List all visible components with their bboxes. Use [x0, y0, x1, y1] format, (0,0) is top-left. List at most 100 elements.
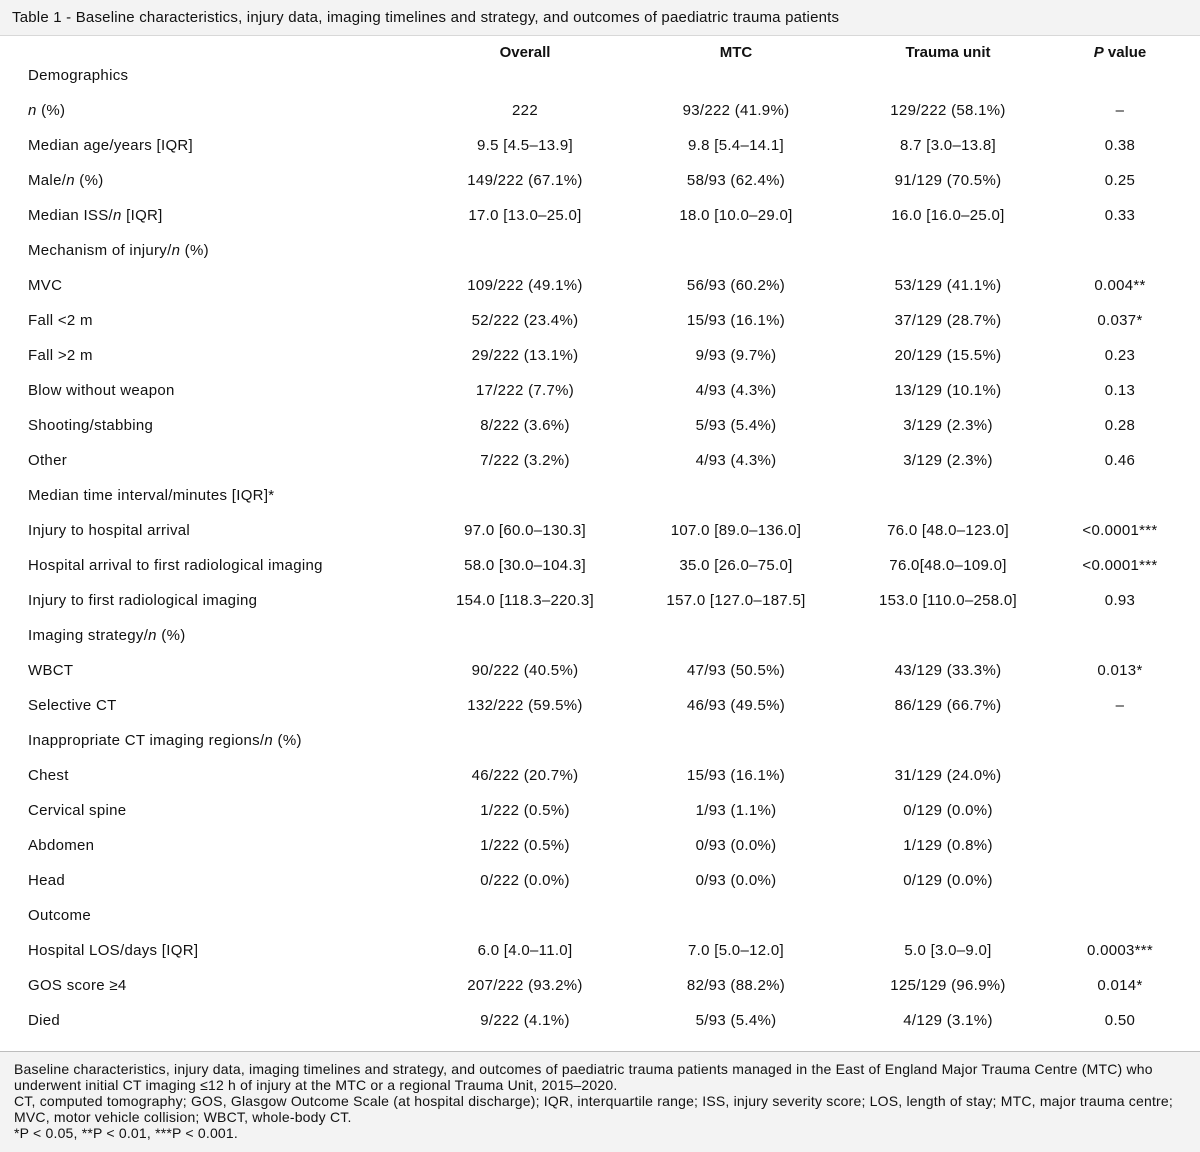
overall-cell: 9/222 (4.1%) — [480, 1012, 570, 1029]
table-row: Other 7/222 (3.2%) 4/93 (4.3%) 3/129 (2.3%)… — [0, 446, 1200, 481]
section-label: Outcome — [28, 907, 91, 924]
trauma-unit-cell: 91/129 (70.5%) — [894, 172, 1002, 189]
p-value-cell: 0.037* — [1097, 312, 1143, 329]
trauma-unit-cell: 37/129 (28.7%) — [894, 312, 1002, 329]
row-label: Fall >2 m — [28, 347, 93, 364]
section-row: Median time interval/minutes [IQR]* — [0, 481, 1200, 516]
p-value-cell: 0.13 — [1104, 382, 1136, 399]
section-label: Demographics — [28, 67, 129, 84]
mtc-cell: 18.0 [10.0–29.0] — [679, 207, 793, 224]
p-value-cell: 0.0003*** — [1086, 942, 1154, 959]
overall-cell: 109/222 (49.1%) — [467, 277, 583, 294]
trauma-unit-cell: 4/129 (3.1%) — [903, 1012, 993, 1029]
table-row: Cervical spine 1/222 (0.5%) 1/93 (1.1%) 0/1… — [0, 796, 1200, 831]
row-label: Blow without weapon — [28, 382, 175, 399]
mtc-cell: 0/93 (0.0%) — [695, 872, 777, 889]
row-label: MVC — [28, 277, 63, 294]
p-value-cell: <0.0001*** — [1082, 557, 1158, 574]
trauma-unit-cell: 20/129 (15.5%) — [894, 347, 1002, 364]
mtc-cell: 47/93 (50.5%) — [686, 662, 786, 679]
table-row: Injury to hospital arrival 97.0 [60.0–130… — [0, 516, 1200, 551]
mtc-cell: 7.0 [5.0–12.0] — [688, 942, 784, 959]
table-row: Injury to first radiological imaging 154.… — [0, 586, 1200, 621]
p-value-cell: 0.25 — [1104, 172, 1136, 189]
table-row: Blow without weapon 17/222 (7.7%) 4/93 (4.… — [0, 376, 1200, 411]
row-label: n (%) — [28, 102, 66, 119]
overall-cell: 7/222 (3.2%) — [480, 452, 570, 469]
overall-cell: 17/222 (7.7%) — [475, 382, 575, 399]
trauma-unit-cell: 13/129 (10.1%) — [894, 382, 1002, 399]
mtc-cell: 157.0 [127.0–187.5] — [666, 592, 806, 609]
mtc-cell: 58/93 (62.4%) — [686, 172, 786, 189]
p-value-cell: 0.004** — [1094, 277, 1146, 294]
p-value-cell: 0.38 — [1104, 137, 1136, 154]
mtc-cell: 15/93 (16.1%) — [686, 767, 786, 784]
table-row: Selective CT 132/222 (59.5%) 46/93 (49.5%)… — [0, 691, 1200, 726]
header-trauma-unit: Trauma unit — [905, 44, 991, 61]
trauma-unit-cell: 53/129 (41.1%) — [894, 277, 1002, 294]
mtc-cell: 4/93 (4.3%) — [695, 452, 777, 469]
mtc-cell: 1/93 (1.1%) — [695, 802, 777, 819]
table-row: Chest 46/222 (20.7%) 15/93 (16.1%) 31/129 (… — [0, 761, 1200, 796]
row-label: Shooting/stabbing — [28, 417, 154, 434]
overall-cell: 97.0 [60.0–130.3] — [464, 522, 586, 539]
p-value-cell: 0.46 — [1104, 452, 1136, 469]
section-label: Mechanism of injury/n (%) — [28, 242, 209, 259]
overall-cell: 90/222 (40.5%) — [471, 662, 579, 679]
row-label: Other — [28, 452, 68, 469]
section-row: Imaging strategy/n (%) — [0, 621, 1200, 656]
overall-cell: 1/222 (0.5%) — [480, 837, 570, 854]
section-row: Demographics — [0, 61, 1200, 96]
row-label: Male/n (%) — [28, 172, 104, 189]
trauma-unit-cell: 1/129 (0.8%) — [903, 837, 993, 854]
section-row: Mechanism of injury/n (%) — [0, 236, 1200, 271]
section-row: Outcome — [0, 901, 1200, 936]
overall-cell: 6.0 [4.0–11.0] — [477, 942, 573, 959]
overall-cell: 1/222 (0.5%) — [480, 802, 570, 819]
header-overall: Overall — [499, 44, 551, 61]
trauma-unit-cell: 86/129 (66.7%) — [894, 697, 1002, 714]
mtc-cell: 5/93 (5.4%) — [695, 417, 777, 434]
p-value-cell: 0.93 — [1104, 592, 1136, 609]
row-label: Cervical spine — [28, 802, 127, 819]
table-row: Hospital arrival to first radiological i… — [0, 551, 1200, 586]
trauma-unit-cell: 31/129 (24.0%) — [894, 767, 1002, 784]
mtc-cell: 35.0 [26.0–75.0] — [679, 557, 793, 574]
overall-cell: 222 — [512, 102, 538, 119]
p-value-cell: 0.013* — [1097, 662, 1143, 679]
trauma-unit-cell: 5.0 [3.0–9.0] — [904, 942, 992, 959]
table-row: WBCT 90/222 (40.5%) 47/93 (50.5%) 43/129 (3… — [0, 656, 1200, 691]
overall-cell: 0/222 (0.0%) — [480, 872, 570, 889]
overall-cell: 8/222 (3.6%) — [480, 417, 570, 434]
table-row: Median ISS/n [IQR] 17.0 [13.0–25.0] 18.0 [… — [0, 201, 1200, 236]
row-label: Died — [28, 1012, 61, 1029]
overall-cell: 17.0 [13.0–25.0] — [468, 207, 582, 224]
row-label: Hospital arrival to first radiological i… — [28, 557, 323, 574]
row-label: Fall <2 m — [28, 312, 93, 329]
overall-cell: 207/222 (93.2%) — [467, 977, 583, 994]
row-label: Selective CT — [28, 697, 117, 714]
mtc-cell: 9/93 (9.7%) — [695, 347, 777, 364]
trauma-unit-cell: 0/129 (0.0%) — [903, 802, 993, 819]
row-label: Head — [28, 872, 66, 889]
mtc-cell: 56/93 (60.2%) — [686, 277, 786, 294]
p-value-cell: 0.50 — [1104, 1012, 1136, 1029]
mtc-cell: 15/93 (16.1%) — [686, 312, 786, 329]
mtc-cell: 93/222 (41.9%) — [682, 102, 790, 119]
row-label: WBCT — [28, 662, 74, 679]
table-row: Fall <2 m 52/222 (23.4%) 15/93 (16.1%) 37/1… — [0, 306, 1200, 341]
table-row: Died 9/222 (4.1%) 5/93 (5.4%) 4/129 (3.1%) 0… — [0, 1006, 1200, 1041]
p-value-cell: 0.28 — [1104, 417, 1136, 434]
row-label: Median age/years [IQR] — [28, 137, 194, 154]
trauma-unit-cell: 153.0 [110.0–258.0] — [878, 592, 1018, 609]
trauma-unit-cell: 3/129 (2.3%) — [903, 417, 993, 434]
mtc-cell: 82/93 (88.2%) — [686, 977, 786, 994]
p-value-cell: <0.0001*** — [1082, 522, 1158, 539]
trauma-unit-cell: 125/129 (96.9%) — [890, 977, 1006, 994]
header-p-value: P value — [1040, 44, 1200, 61]
table-row: GOS score ≥4 207/222 (93.2%) 82/93 (88.2%)… — [0, 971, 1200, 1006]
trauma-unit-cell: 76.0[48.0–109.0] — [889, 557, 1007, 574]
p-value-cell: 0.23 — [1104, 347, 1136, 364]
trauma-unit-cell: 3/129 (2.3%) — [903, 452, 993, 469]
